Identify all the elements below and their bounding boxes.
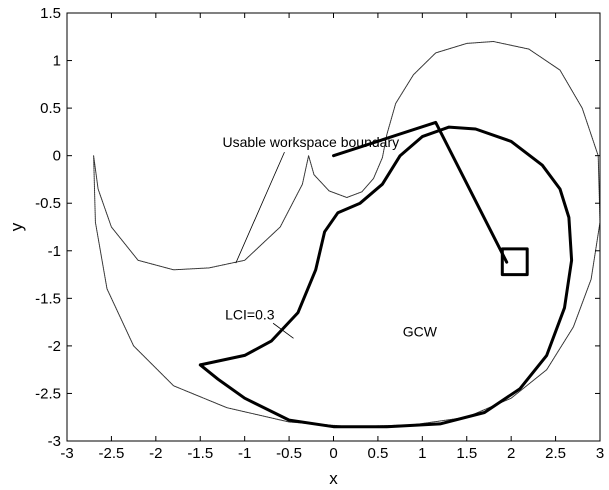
x-tick-label: -1: [238, 445, 251, 462]
x-tick-label: -2: [149, 445, 162, 462]
y-tick-label: 1: [53, 53, 61, 70]
x-tick-label: -1.5: [187, 445, 213, 462]
annotation-lci: LCI=0.3: [225, 306, 275, 322]
x-tick-label: 1.5: [456, 445, 477, 462]
x-tick-label: -2.5: [98, 445, 124, 462]
y-tick-label: -2.5: [35, 385, 61, 402]
x-tick-label: 0: [329, 445, 337, 462]
series-line-4: [500, 247, 529, 277]
y-tick-label: 0: [53, 148, 61, 165]
x-tick-label: 2.5: [545, 445, 566, 462]
y-tick-label: 0.5: [40, 100, 61, 117]
series-line-1: [93, 41, 601, 428]
y-tick-label: 1.5: [40, 5, 61, 22]
x-tick-label: 3: [596, 445, 604, 462]
y-tick-label: -3: [48, 433, 61, 450]
x-tick-label: 1: [418, 445, 426, 462]
curves-layer: [93, 41, 601, 429]
x-tick-label: -0.5: [276, 445, 302, 462]
ticks-layer: -3 -2.5 -2 -1.5 -1 -0.5 0 0.5 1 1.5 2 2.5 3 1.5 1 0.5 0 -…: [35, 5, 604, 462]
x-axis-label: x: [329, 469, 338, 488]
x-tick-label: 0.5: [367, 445, 388, 462]
y-axis-label: y: [7, 222, 26, 231]
series-line-2: [198, 125, 574, 429]
y-tick-label: -1.5: [35, 290, 61, 307]
x-tick-label: 2: [507, 445, 515, 462]
annotation-pointer: [272, 322, 294, 339]
y-tick-label: -2: [48, 338, 61, 355]
annotation-gcw: GCW: [403, 323, 438, 339]
plot-frame: [66, 12, 601, 442]
annotations-layer: Usable workspace boundary LCI=0.3 GCW: [222, 134, 437, 339]
y-tick-label: -1: [48, 243, 61, 260]
annotation-usable-workspace-boundary: Usable workspace boundary: [222, 134, 399, 150]
annotation-pointer: [235, 151, 285, 264]
series-line-3: [332, 120, 509, 264]
y-tick-label: -0.5: [35, 195, 61, 212]
x-tick-label: -3: [60, 445, 73, 462]
